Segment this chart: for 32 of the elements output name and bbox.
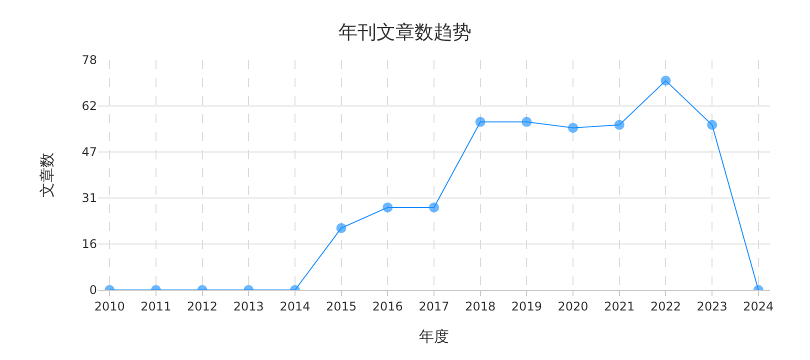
x-axis-title: 年度 (419, 327, 449, 346)
point (707, 120, 718, 130)
x-tick-label: 2020 (558, 299, 588, 314)
y-tick-label: 31 (82, 191, 97, 206)
x-tick-label: 2013 (233, 299, 264, 314)
point (614, 120, 624, 130)
point (429, 202, 439, 212)
point (568, 122, 578, 133)
y-tick-label: 16 (82, 237, 97, 252)
x-tick-label: 2024 (743, 299, 774, 314)
x-tick-label: 2015 (326, 299, 357, 314)
y-tick-label: 78 (82, 53, 97, 68)
x-tick-label: 2017 (418, 299, 450, 314)
y-tick-label: 62 (82, 99, 97, 114)
x-tick-label: 2012 (187, 299, 218, 314)
y-axis-title: 文章数 (38, 152, 56, 198)
x-tick-label: 2011 (140, 299, 172, 314)
point (660, 76, 671, 86)
x-tick-label: 2010 (94, 299, 125, 314)
point (475, 116, 486, 127)
x-tick-label: 2022 (650, 299, 681, 314)
y-tick-label: 47 (82, 145, 97, 160)
x-tick-label: 2016 (372, 299, 403, 314)
point (522, 116, 532, 127)
x-tick-label: 2018 (465, 299, 496, 314)
point (382, 202, 393, 212)
x-tick-label: 2023 (696, 299, 728, 314)
x-tick-label: 2019 (511, 299, 542, 314)
x-tick-label: 2014 (280, 299, 310, 314)
y-tick-label: 0 (89, 283, 97, 298)
chart-title: 年刊文章数趋势 (338, 22, 472, 44)
x-tick-label: 2021 (604, 299, 635, 314)
